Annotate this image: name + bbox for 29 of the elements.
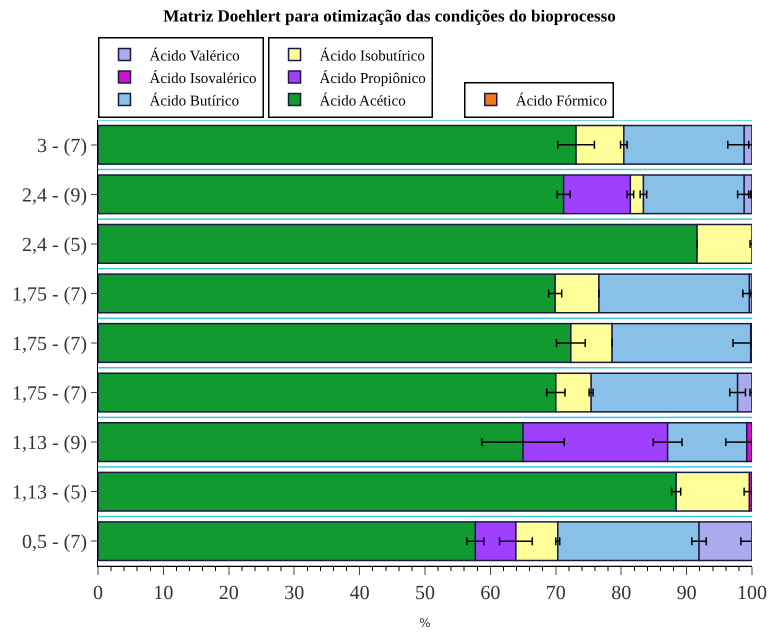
x-tick-label: 40 [350, 582, 370, 604]
x-tick-label: 10 [153, 582, 174, 604]
legend-label: Ácido Valérico [150, 47, 240, 64]
x-tick-label: 60 [480, 582, 500, 604]
x-tick-label: 30 [284, 582, 304, 604]
y-tick-label: 1,13 - (9) [12, 432, 87, 454]
x-tick-label: 50 [415, 582, 435, 604]
x-tick-label: 100 [737, 582, 767, 604]
y-tick-label: 0,5 - (7) [22, 531, 87, 554]
legend-label: Ácido Propiônico [320, 70, 426, 87]
legend-label: Ácido Acético [320, 92, 406, 110]
x-tick-label: 0 [93, 582, 103, 604]
y-tick-label: 2,4 - (9) [22, 184, 87, 206]
y-tick-label: 2,4 - (5) [22, 234, 87, 256]
legend-label: Ácido Isobutírico [320, 47, 425, 64]
chart-title: Matriz Doehlert para otimização das condições do bioprocesso [163, 6, 616, 26]
y-tick-label: 1,13 - (5) [12, 482, 87, 504]
x-tick-label: 20 [218, 582, 239, 604]
legend-label: Ácido Fórmico [516, 92, 607, 110]
y-tick-label: 1,75 - (7) [12, 333, 87, 355]
y-tick-label: 3 - (7) [37, 134, 87, 157]
x-axis-title: % [419, 616, 431, 630]
legend-label: Ácido Isovalérico [150, 70, 257, 87]
legend-label: Ácido Butírico [150, 92, 240, 110]
x-tick-label: 90 [676, 582, 697, 604]
x-tick-label: 70 [546, 582, 566, 604]
y-tick-label: 1,75 - (7) [12, 382, 87, 405]
x-tick-label: 80 [611, 582, 632, 604]
y-tick-label: 1,75 - (7) [12, 283, 87, 306]
